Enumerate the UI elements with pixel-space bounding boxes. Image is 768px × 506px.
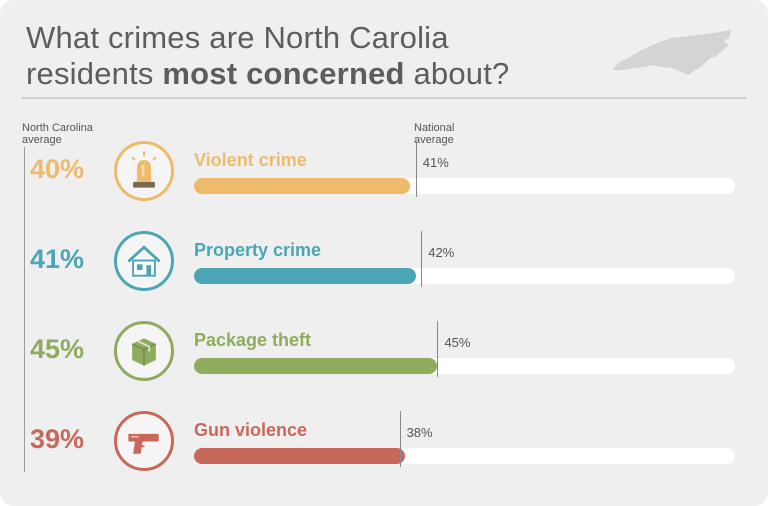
category-label: Package theft (194, 330, 312, 350)
category-icon-circle (114, 411, 174, 471)
national-average-value: 38% (406, 425, 433, 440)
category-icon-circle (114, 321, 174, 381)
national-average-value: 42% (428, 245, 455, 260)
nc-percent-label: 41% (30, 244, 85, 274)
national-average-marker (437, 321, 439, 377)
category-icon-circle (114, 231, 174, 291)
gun-icon (128, 433, 159, 454)
title-emphasis: most concerned (162, 56, 405, 91)
category-label: Property crime (194, 240, 322, 260)
nc-bar (194, 358, 438, 374)
nc-percent-label: 45% (30, 334, 85, 364)
nc-axis-line (24, 147, 25, 472)
package-icon (131, 338, 157, 366)
national-average-marker (421, 231, 423, 287)
title-line-2-end: about? (404, 56, 510, 91)
nc-bar (194, 178, 411, 194)
category-icon-circle (114, 141, 174, 201)
nc-average-label: North Carolina average (22, 122, 93, 146)
nc-percent-label: 40% (30, 154, 85, 184)
title-line-2: residents (26, 56, 163, 91)
siren-icon (131, 151, 157, 188)
national-average-value: 41% (422, 155, 449, 170)
house-icon (127, 245, 161, 277)
national-average-marker (399, 411, 401, 467)
national-average-marker (415, 141, 417, 197)
title-line-1: What crimes are North Carolia (26, 20, 449, 55)
national-average-value: 45% (444, 335, 471, 350)
nc-bar (194, 268, 416, 284)
nc-percent-label: 39% (30, 424, 85, 454)
chart-title: What crimes are North Carolia residents m… (26, 20, 586, 92)
category-label: Gun violence (194, 420, 308, 440)
national-average-label: National average (414, 122, 455, 146)
category-label: Violent crime (194, 150, 307, 170)
north-carolina-map-icon (612, 30, 731, 75)
nc-bar (194, 448, 405, 464)
title-divider (22, 97, 746, 99)
